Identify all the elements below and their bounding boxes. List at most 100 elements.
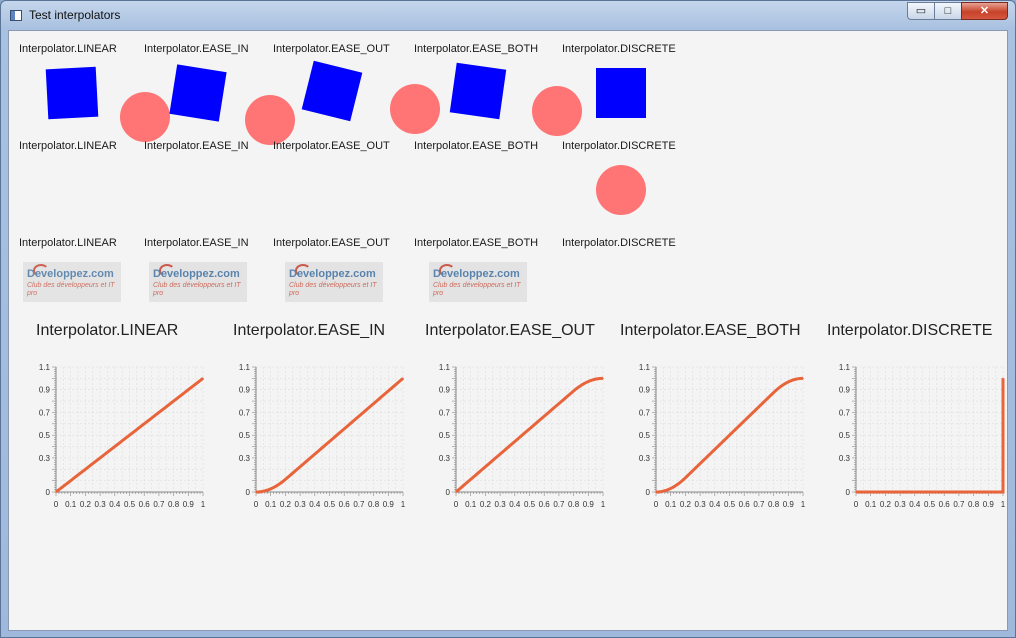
data-point bbox=[469, 478, 472, 481]
data-point bbox=[899, 491, 901, 493]
data-point bbox=[714, 448, 716, 450]
data-point bbox=[802, 377, 804, 380]
data-point bbox=[602, 377, 604, 380]
data-point bbox=[699, 462, 701, 465]
logo-image-ease-in: Developpez.com Club des développeurs et I… bbox=[149, 262, 247, 302]
data-point bbox=[1002, 491, 1004, 493]
y-tick-label: 1.1 bbox=[639, 363, 651, 372]
y-tick-label: 1.1 bbox=[239, 363, 251, 372]
y-tick-label: 0 bbox=[446, 488, 451, 497]
y-tick-label: 0.3 bbox=[39, 454, 51, 463]
y-tick-label: 1.1 bbox=[439, 363, 451, 372]
logo-image-linear: Developpez.com Club des développeurs et I… bbox=[23, 262, 121, 302]
circle-discrete bbox=[596, 165, 646, 215]
x-tick-label: 0.5 bbox=[724, 500, 736, 509]
row1-label-ease-in: Interpolator.EASE_IN bbox=[144, 43, 249, 55]
data-point bbox=[772, 391, 775, 393]
data-point bbox=[728, 434, 731, 436]
row2-label-discrete: Interpolator.DISCRETE bbox=[562, 140, 676, 152]
data-point bbox=[343, 427, 345, 430]
x-tick-label: 0.5 bbox=[124, 500, 136, 509]
x-tick-label: 0.3 bbox=[295, 500, 307, 509]
x-tick-label: 0.9 bbox=[383, 500, 395, 509]
minimize-button[interactable]: ▭ bbox=[907, 2, 935, 20]
data-point bbox=[669, 487, 672, 490]
x-tick-label: 0.3 bbox=[895, 500, 907, 509]
window-icon bbox=[10, 10, 22, 21]
row3-label-ease-out: Interpolator.EASE_OUT bbox=[273, 237, 390, 249]
x-tick-label: 0.1 bbox=[65, 500, 77, 509]
data-point bbox=[528, 427, 531, 430]
y-tick-label: 0.9 bbox=[839, 386, 851, 395]
title-bar[interactable]: Test interpolators ▭ □ ✕ bbox=[1, 1, 1015, 31]
plot-area: 0 0.1 0.2 0.3 0.4 0.5 0.6 0.7 0.8 0.9 100.30.50.70… bbox=[639, 363, 806, 509]
chart-ease-out: 0 0.1 0.2 0.3 0.4 0.5 0.6 0.7 0.8 0.9 100.30.50.70… bbox=[439, 363, 606, 509]
x-tick-label: 0.7 bbox=[953, 500, 965, 509]
data-point bbox=[855, 491, 857, 493]
x-tick-label: 0 bbox=[254, 500, 259, 509]
chart-title-discrete: Interpolator.DISCRETE bbox=[827, 322, 993, 339]
x-tick-label: 0.2 bbox=[880, 500, 892, 509]
y-tick-label: 0.9 bbox=[639, 386, 651, 395]
row1-label-ease-out: Interpolator.EASE_OUT bbox=[273, 43, 390, 55]
row1-label-ease-both: Interpolator.EASE_BOTH bbox=[414, 43, 539, 55]
x-tick-label: 0.5 bbox=[924, 500, 936, 509]
row2-label-ease-in: Interpolator.EASE_IN bbox=[144, 140, 249, 152]
x-tick-label: 1 bbox=[401, 500, 406, 509]
x-tick-label: 0.9 bbox=[783, 500, 795, 509]
window-title: Test interpolators bbox=[29, 8, 121, 22]
square-ease-out bbox=[301, 60, 363, 122]
x-tick-label: 1 bbox=[201, 500, 206, 509]
data-point bbox=[972, 491, 975, 493]
x-tick-label: 0 bbox=[854, 500, 859, 509]
x-tick-label: 0.3 bbox=[95, 500, 107, 509]
y-tick-label: 0.7 bbox=[439, 408, 451, 417]
data-point bbox=[655, 491, 657, 493]
data-point bbox=[684, 476, 687, 479]
y-tick-label: 0.9 bbox=[39, 386, 51, 395]
x-tick-label: 0.6 bbox=[139, 500, 151, 509]
data-point bbox=[914, 491, 916, 493]
data-point bbox=[69, 479, 72, 482]
x-tick-label: 0.8 bbox=[168, 500, 180, 509]
chart-title-ease-both: Interpolator.EASE_BOTH bbox=[620, 322, 801, 339]
data-point bbox=[255, 491, 257, 493]
row3-label-ease-in: Interpolator.EASE_IN bbox=[144, 237, 249, 249]
x-tick-label: 0.9 bbox=[583, 500, 595, 509]
square-ease-both bbox=[449, 62, 507, 120]
row2-label-ease-out: Interpolator.EASE_OUT bbox=[273, 140, 390, 152]
x-tick-label: 0.1 bbox=[265, 500, 277, 509]
row2-label-linear: Interpolator.LINEAR bbox=[19, 140, 117, 152]
chart-title-ease-out: Interpolator.EASE_OUT bbox=[425, 322, 595, 339]
maximize-button[interactable]: □ bbox=[934, 2, 962, 20]
chart-ease-in: 0 0.1 0.2 0.3 0.4 0.5 0.6 0.7 0.8 0.9 100.30.50.70… bbox=[239, 363, 406, 509]
x-tick-label: 0.5 bbox=[524, 500, 536, 509]
x-tick-label: 0.1 bbox=[865, 500, 877, 509]
close-button[interactable]: ✕ bbox=[961, 2, 1008, 20]
data-point bbox=[314, 453, 316, 456]
x-tick-label: 0.4 bbox=[509, 500, 521, 509]
x-tick-label: 0.3 bbox=[495, 500, 507, 509]
y-tick-label: 0.5 bbox=[39, 431, 51, 440]
plot-area: 0 0.1 0.2 0.3 0.4 0.5 0.6 0.7 0.8 0.9 100.30.50.70… bbox=[839, 363, 1006, 509]
y-tick-label: 0.3 bbox=[239, 454, 251, 463]
x-tick-label: 0.7 bbox=[153, 500, 165, 509]
plot-area: 0 0.1 0.2 0.3 0.4 0.5 0.6 0.7 0.8 0.9 100.30.50.70… bbox=[239, 363, 406, 509]
x-tick-label: 0.7 bbox=[753, 500, 765, 509]
y-tick-label: 0 bbox=[646, 488, 651, 497]
chart-discrete: 0 0.1 0.2 0.3 0.4 0.5 0.6 0.7 0.8 0.9 100.30.50.70… bbox=[839, 363, 1006, 509]
x-tick-label: 0.2 bbox=[480, 500, 492, 509]
row2-label-ease-both: Interpolator.EASE_BOTH bbox=[414, 140, 539, 152]
data-point bbox=[402, 377, 404, 380]
x-tick-label: 0.6 bbox=[539, 500, 551, 509]
data-point bbox=[743, 419, 745, 422]
y-tick-label: 0.7 bbox=[239, 408, 251, 417]
x-tick-label: 0.4 bbox=[709, 500, 721, 509]
data-point bbox=[172, 400, 175, 402]
data-point bbox=[269, 487, 272, 490]
y-tick-label: 0.5 bbox=[239, 431, 251, 440]
chart-ease-both: 0 0.1 0.2 0.3 0.4 0.5 0.6 0.7 0.8 0.9 100.30.50.70… bbox=[639, 363, 806, 509]
data-point bbox=[455, 491, 457, 493]
x-tick-label: 0.1 bbox=[665, 500, 677, 509]
